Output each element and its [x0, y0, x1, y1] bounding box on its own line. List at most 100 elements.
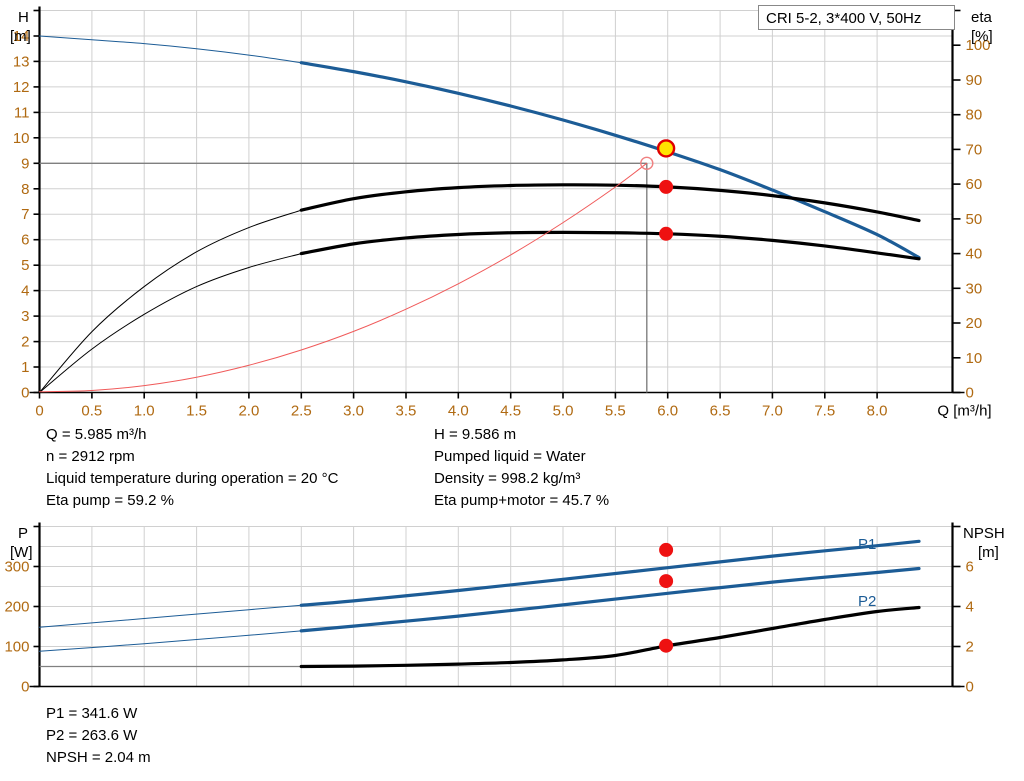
- eta-point-marker: [659, 226, 674, 241]
- y-right-axis-caption: eta: [971, 9, 993, 26]
- duty-info-right: H = 9.586 m Pumped liquid = Water Densit…: [434, 424, 609, 512]
- npsh-duty-point-marker: [659, 638, 674, 653]
- info-q: Q = 5.985 m³/h: [46, 426, 147, 443]
- y-right-tick-label: 40: [966, 246, 983, 263]
- y-right-tick-label: 70: [966, 141, 983, 158]
- y-left-tick-label: 0: [21, 385, 29, 402]
- x-axis-label: Q [m³/h]: [937, 403, 991, 420]
- y-right-ticks: 0 2 4 6: [952, 525, 974, 696]
- info-n: n = 2912 rpm: [46, 448, 135, 465]
- curve-npsh: [299, 605, 921, 669]
- y-right-tick-label: 100: [966, 37, 991, 54]
- y-left-tick-label: 100: [4, 639, 29, 656]
- x-tick-label: 6.0: [657, 403, 678, 420]
- y-left-tick-label: 0: [21, 679, 29, 696]
- curve-p1: [39, 604, 302, 628]
- x-tick-label: 4.5: [500, 403, 521, 420]
- curve-eta-pump: [299, 183, 921, 223]
- x-tick-label: 0: [35, 403, 43, 420]
- eta-point-marker: [659, 179, 674, 194]
- x-tick-label: 1.0: [134, 403, 155, 420]
- y-right-axis-unit: [%]: [971, 28, 993, 45]
- chart-title: CRI 5-2, 3*400 V, 50Hz: [766, 10, 921, 27]
- curve-h-head-curve-: [299, 61, 921, 260]
- y-left-tick-label: 4: [21, 283, 29, 300]
- x-tick-label: 2.0: [238, 403, 259, 420]
- y-left-ticks: 0 100 200 300: [4, 525, 40, 696]
- info-p1: P1 = 341.6 W: [46, 705, 138, 722]
- head-efficiency-chart: 0123456789101112131401020304050607080901…: [10, 5, 993, 420]
- info-density: Density = 998.2 kg/m³: [434, 470, 581, 487]
- y-left-tick-label: 2: [21, 334, 29, 351]
- info-npsh: NPSH = 2.04 m: [46, 749, 151, 766]
- y-right-tick-label: 90: [966, 72, 983, 89]
- x-tick-label: 1.5: [186, 403, 207, 420]
- x-tick-label: 6.5: [710, 403, 731, 420]
- y-right-tick-label: 0: [966, 385, 974, 402]
- y-right-tick-label: 60: [966, 176, 983, 193]
- duty-markers: [659, 542, 674, 653]
- p1-curve-label: P1: [858, 536, 876, 553]
- x-tick-label: 5.0: [553, 403, 574, 420]
- y-left-tick-label: 300: [4, 559, 29, 576]
- duty-guides: [39, 162, 648, 393]
- info-temp: Liquid temperature during operation = 20…: [46, 470, 339, 487]
- info-liquid: Pumped liquid = Water: [434, 448, 586, 465]
- title-box-border: [758, 5, 955, 30]
- duty-info-left: Q = 5.985 m³/h n = 2912 rpm Liquid tempe…: [46, 424, 338, 512]
- y-left-tick-label: 3: [21, 308, 29, 325]
- curve-p2: [39, 630, 302, 652]
- y-left-tick-label: 9: [21, 155, 29, 172]
- y-right-tick-label: 2: [966, 639, 974, 656]
- y-right-tick-label: 0: [966, 679, 974, 696]
- x-tick-label: 2.5: [291, 403, 312, 420]
- x-tick-label: 4.0: [448, 403, 469, 420]
- info-h: H = 9.586 m: [434, 426, 517, 443]
- x-tick-label: 0.5: [81, 403, 102, 420]
- power-npsh-chart: 0 100 200 300 0 2 4 6 P [W] NPSH [m] P1 P2: [4, 522, 1005, 696]
- x-tick-label: 7.5: [814, 403, 835, 420]
- y-left-tick-label: 14: [13, 28, 30, 45]
- y-left-tick-label: 11: [14, 104, 30, 121]
- duty-markers: [640, 139, 676, 241]
- y-left-tick-label: 7: [21, 206, 29, 223]
- info-eta-pump: Eta pump = 59.2 %: [46, 492, 174, 509]
- curves: [39, 539, 921, 669]
- p2-curve-label: P2: [858, 593, 876, 610]
- system-duty-point-marker: [640, 156, 654, 171]
- x-tick-label: 8.0: [867, 403, 888, 420]
- curve-h-head-curve-: [39, 35, 302, 64]
- y-right-axis-unit: [m]: [978, 544, 999, 561]
- y-left-tick-label: 200: [4, 599, 29, 616]
- p1-duty-point-marker: [659, 542, 674, 557]
- y-right-tick-label: 4: [966, 599, 974, 616]
- curve-p1: [299, 539, 921, 607]
- x-tick-label: 7.0: [762, 403, 783, 420]
- x-ticks: 0 0.5 1.0 1.5 2.0 2.5 3.0 3.5 4.0 4.5 5.0 5.5 6.0 6.5…: [35, 392, 992, 420]
- y-right-axis-caption: NPSH: [963, 525, 1005, 542]
- y-left-axis-caption: H: [18, 9, 29, 26]
- y-left-tick-label: 12: [13, 79, 30, 96]
- y-right-tick-label: 30: [966, 280, 983, 297]
- y-right-tick-label: 10: [966, 350, 983, 367]
- y-right-tick-label: 50: [966, 211, 983, 228]
- axes: [29, 6, 965, 394]
- curve-p2: [299, 566, 921, 633]
- info-p2: P2 = 263.6 W: [46, 727, 138, 744]
- info-eta-pump-motor: Eta pump+motor = 45.7 %: [434, 492, 610, 509]
- x-tick-label: 3.5: [396, 403, 417, 420]
- y-left-tick-label: 1: [21, 359, 29, 376]
- power-info: P1 = 341.6 W P2 = 263.6 W NPSH = 2.04 m: [46, 703, 151, 769]
- y-left-tick-label: 6: [21, 232, 29, 249]
- curve-system-curve: [39, 162, 648, 393]
- y-right-tick-label: 80: [966, 107, 983, 124]
- curve-eta-pump-motor: [39, 253, 302, 393]
- y-left-tick-label: 13: [13, 53, 30, 70]
- x-tick-label: 5.5: [605, 403, 626, 420]
- y-right-tick-label: 6: [966, 559, 974, 576]
- chart-title-box: CRI 5-2, 3*400 V, 50Hz: [758, 5, 955, 30]
- y-right-ticks: 0 10 20 30 40 50 60 70 80 90 100: [952, 9, 991, 402]
- curve-eta-pump-motor: [299, 230, 921, 261]
